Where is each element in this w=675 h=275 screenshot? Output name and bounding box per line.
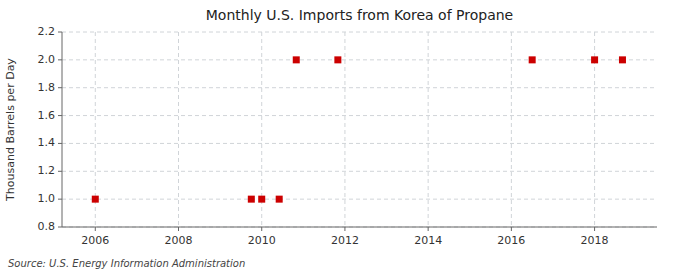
- grid-line: [344, 32, 345, 227]
- point: [619, 56, 626, 63]
- tick-mark: [58, 59, 62, 60]
- tick-mark: [344, 227, 345, 231]
- tick-mark: [58, 227, 62, 228]
- point: [258, 196, 265, 203]
- grid-line: [62, 171, 657, 172]
- tick-label: 2018: [581, 234, 609, 247]
- tick-mark: [511, 227, 512, 231]
- grid-line: [178, 32, 179, 227]
- axes: 0.8 1.0 1.2 1.4 1.6 1.8 2.0 2.2 2006 2008 2010 2012…: [38, 25, 658, 247]
- tick-label: 2016: [497, 234, 525, 247]
- grid-line: [62, 87, 657, 88]
- tick-mark: [58, 115, 62, 116]
- y-axis-label: Thousand Barrels per Day: [4, 58, 17, 202]
- tick-label: 2008: [165, 234, 193, 247]
- point: [591, 56, 598, 63]
- tick-label: 2006: [81, 234, 109, 247]
- tick-mark: [58, 87, 62, 88]
- tick-label: 1.6: [38, 109, 56, 122]
- tick-mark: [58, 143, 62, 144]
- point: [248, 196, 255, 203]
- point: [334, 56, 341, 63]
- tick-label: 2012: [331, 234, 359, 247]
- grid: [62, 32, 657, 227]
- point: [529, 56, 536, 63]
- tick-label: 2.2: [38, 25, 56, 38]
- point: [92, 196, 99, 203]
- tick-mark: [261, 227, 262, 231]
- tick-label: 1.2: [38, 164, 56, 177]
- tick-mark: [58, 199, 62, 200]
- tick-mark: [58, 171, 62, 172]
- tick-mark: [594, 227, 595, 231]
- tick-label: 1.4: [38, 136, 56, 149]
- grid-line: [62, 199, 657, 200]
- grid-line: [62, 227, 657, 228]
- grid-line: [62, 32, 657, 33]
- tick-label: 2.0: [38, 53, 56, 66]
- tick-label: 1.0: [38, 192, 56, 205]
- tick-label: 0.8: [38, 220, 56, 233]
- tick-mark: [58, 32, 62, 33]
- grid-line: [511, 32, 512, 227]
- x-axis-line: [62, 227, 657, 228]
- points: [92, 56, 626, 202]
- tick-mark: [95, 227, 96, 231]
- grid-line: [62, 115, 657, 116]
- point: [276, 196, 283, 203]
- title: Monthly U.S. Imports from Korea of Propa…: [206, 7, 513, 23]
- y-axis-line: [62, 32, 63, 227]
- point: [293, 56, 300, 63]
- tick-label: 2014: [414, 234, 442, 247]
- tick-mark: [428, 227, 429, 231]
- tick-label: 2010: [248, 234, 276, 247]
- grid-line: [62, 59, 657, 60]
- grid-line: [62, 143, 657, 144]
- source: Source: U.S. Energy Information Administ…: [8, 258, 245, 269]
- chart: 0.8 1.0 1.2 1.4 1.6 1.8 2.0 2.2 2006 2008 2010 2012…: [0, 0, 675, 275]
- tick-mark: [178, 227, 179, 231]
- grid-line: [428, 32, 429, 227]
- tick-label: 1.8: [38, 81, 56, 94]
